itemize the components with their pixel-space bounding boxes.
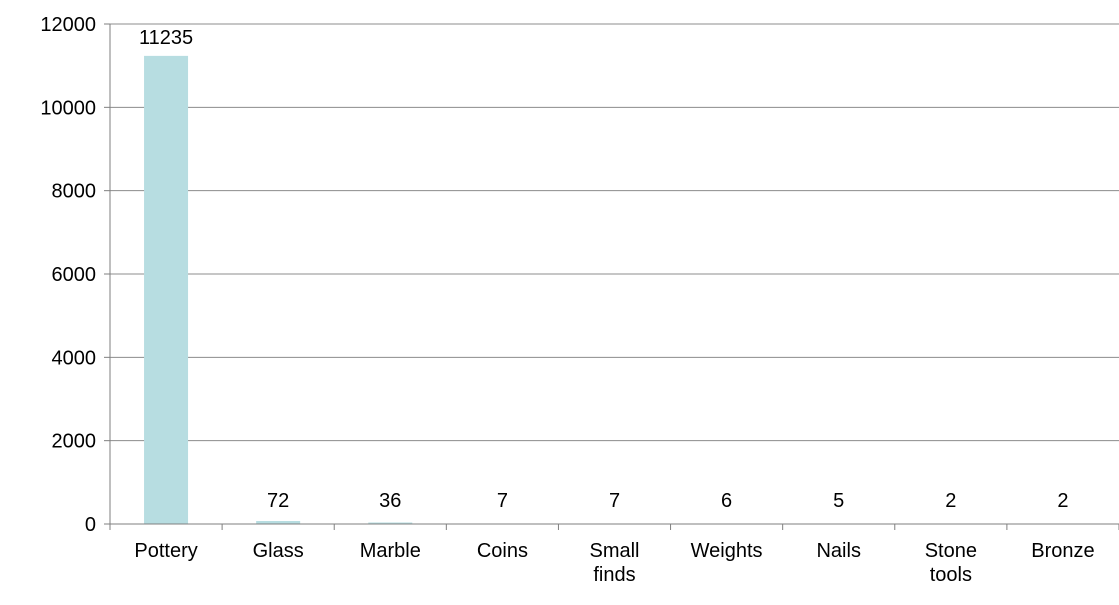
x-tick-label-line: finds <box>593 564 635 586</box>
y-tick-label: 10000 <box>40 97 96 119</box>
x-tick-label: Pottery <box>134 540 197 562</box>
data-label: 7 <box>609 490 620 512</box>
x-tick-label-line: Nails <box>816 540 860 562</box>
x-tick-label: Nails <box>816 540 860 562</box>
x-tick-label-line: Marble <box>360 540 421 562</box>
axes <box>104 24 1119 530</box>
data-label: 7 <box>497 490 508 512</box>
x-tick-label-line: tools <box>930 564 972 586</box>
y-tick-label: 12000 <box>40 14 96 36</box>
y-tick-label: 6000 <box>52 264 97 286</box>
y-tick-label: 8000 <box>52 181 97 203</box>
x-tick-label: Glass <box>253 540 304 562</box>
x-tick-label: Marble <box>360 540 421 562</box>
data-label: 72 <box>267 490 289 512</box>
data-label: 6 <box>721 490 732 512</box>
x-tick-label-line: Small <box>589 540 639 562</box>
data-label: 5 <box>833 490 844 512</box>
y-tick-label: 0 <box>85 514 96 536</box>
x-tick-label: Weights <box>691 540 763 562</box>
x-tick-label-line: Glass <box>253 540 304 562</box>
x-tick-label-line: Pottery <box>134 540 197 562</box>
x-tick-label: Coins <box>477 540 528 562</box>
x-tick-label: Bronze <box>1031 540 1094 562</box>
data-label: 11235 <box>139 27 193 49</box>
x-tick-label-line: Coins <box>477 540 528 562</box>
x-tick-label-line: Weights <box>691 540 763 562</box>
y-tick-label: 2000 <box>52 431 97 453</box>
x-tick-label-line: Bronze <box>1031 540 1094 562</box>
data-label: 2 <box>945 490 956 512</box>
data-label: 2 <box>1057 490 1068 512</box>
x-tick-label-line: Stone <box>925 540 977 562</box>
data-labels: 11235 72 36 7 7 6 5 2 2 <box>139 27 1069 512</box>
data-label: 36 <box>379 490 401 512</box>
gridlines <box>110 24 1119 441</box>
y-tick-labels: 0 2000 4000 6000 8000 10000 12000 <box>40 14 96 536</box>
bar <box>144 56 188 524</box>
y-tick-label: 4000 <box>52 347 97 369</box>
bars <box>144 56 1085 524</box>
